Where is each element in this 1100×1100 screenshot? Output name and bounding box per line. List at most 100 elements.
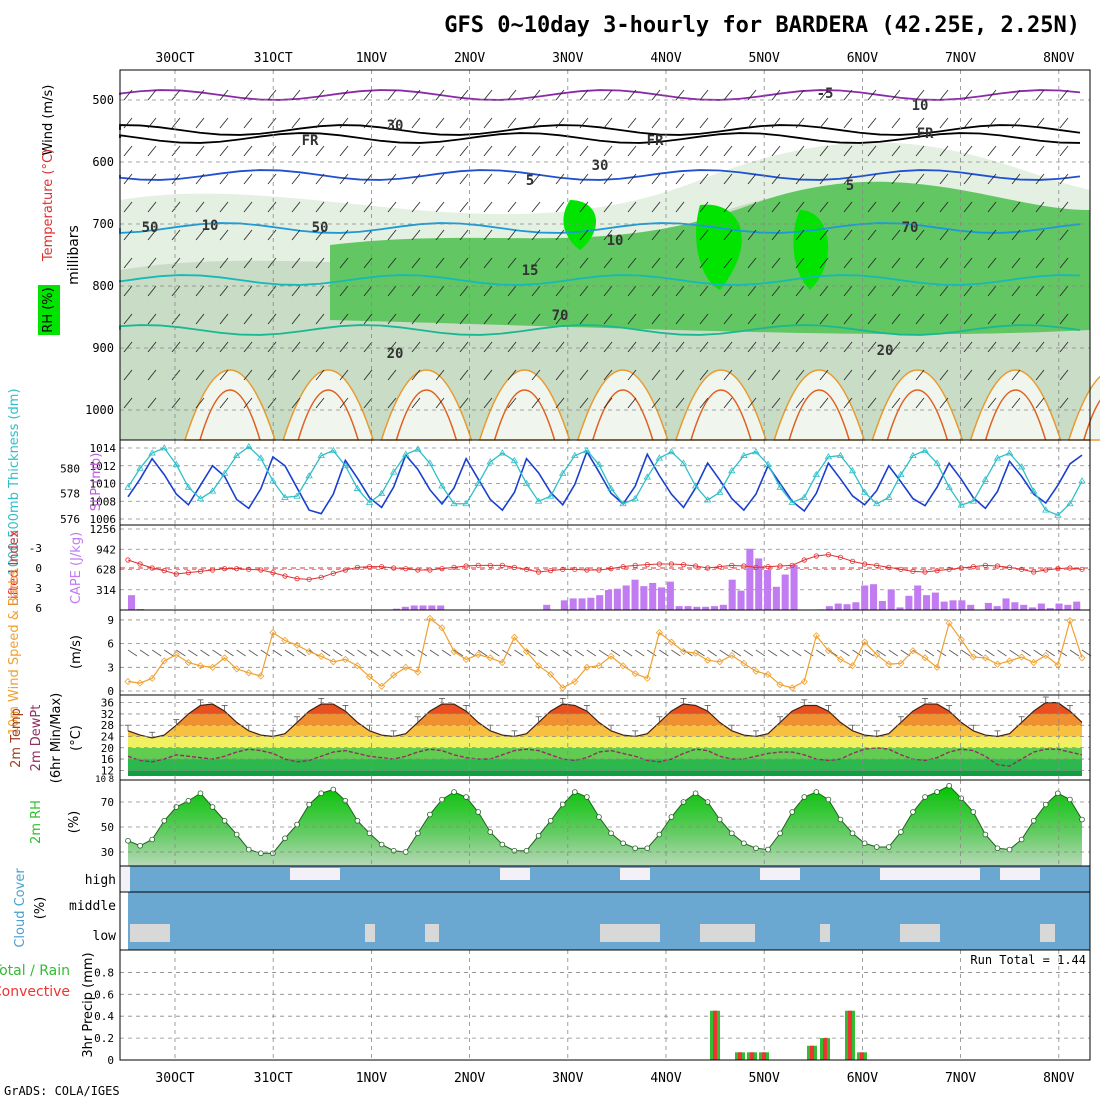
wind-barb	[267, 117, 277, 129]
wind-barb	[675, 285, 685, 297]
cape-bar	[596, 595, 604, 610]
thickness-point	[365, 498, 374, 505]
li-point	[632, 562, 638, 568]
li-point	[391, 565, 397, 571]
wind-barb	[296, 649, 307, 657]
cape-bar	[790, 564, 798, 610]
temp-tick: 28	[101, 719, 114, 732]
run-total-label: Run Total = 1.44	[970, 953, 1086, 967]
wind-barb	[147, 145, 157, 157]
wind-barb	[924, 649, 935, 657]
wind-barb	[622, 649, 633, 657]
wind-barb	[939, 397, 949, 409]
wind-speed-point	[1066, 617, 1074, 625]
wind-speed-point	[909, 647, 917, 655]
rh-axis-label: RH (%)	[41, 287, 56, 332]
cape-bar	[1002, 598, 1010, 610]
wind-barb	[603, 173, 613, 185]
thickness-point	[317, 451, 325, 459]
wind-barb	[195, 117, 205, 129]
thickness-tick: 580	[60, 462, 80, 475]
wind-barb	[243, 145, 253, 157]
rh2m-unit-label: (%)	[67, 811, 82, 834]
wind-barb	[939, 173, 949, 185]
wind-tick: 9	[107, 614, 114, 627]
wind-barb	[843, 369, 853, 381]
rh-point	[837, 816, 844, 823]
wind-barb	[531, 369, 541, 381]
cloud-layer-label: middle	[69, 899, 116, 914]
wind-barb	[1035, 285, 1045, 297]
wind-speed-point	[667, 638, 675, 646]
wind-barb	[771, 257, 781, 269]
li-point	[608, 566, 614, 572]
wind-barb	[363, 341, 373, 353]
wind-barb	[195, 145, 205, 157]
wind-barb	[127, 649, 138, 657]
wind-barb	[723, 145, 733, 157]
wind-barb	[267, 313, 277, 325]
bottom-date-label: 4NOV	[650, 1071, 681, 1086]
slp-tick: 1012	[90, 460, 117, 473]
thickness-point	[571, 451, 579, 459]
wind-barb	[284, 649, 295, 657]
cloud-axis-label: Cloud Cover	[13, 868, 28, 948]
li-point	[234, 566, 240, 572]
wind-speed-point	[365, 673, 374, 681]
wind-barb	[675, 173, 685, 185]
rh-point	[668, 814, 675, 820]
bottom-date-label: 6NOV	[847, 1071, 878, 1086]
wind-barb	[963, 341, 973, 353]
thickness-point	[438, 482, 446, 489]
wind-barb	[876, 649, 886, 657]
wind-barb	[315, 145, 325, 157]
wind-speed-point	[414, 668, 422, 676]
wind-barb	[598, 649, 609, 657]
wind-barb	[171, 397, 181, 409]
wind-barb	[867, 89, 877, 101]
dewpoint-axis-label: 2m DewPt	[29, 705, 44, 772]
wind-barb	[339, 201, 349, 213]
wind-barb	[627, 369, 637, 381]
low-cloud-gap	[130, 924, 170, 942]
wind-barb	[459, 173, 469, 185]
wind-barb	[651, 257, 661, 269]
wind-speed-point	[981, 654, 989, 662]
cape-bar	[543, 604, 551, 610]
rh-point	[330, 786, 337, 793]
wind-barb	[987, 173, 997, 185]
top-date-label: 5NOV	[749, 51, 780, 66]
wind-barb	[987, 257, 997, 269]
wind-barb	[915, 313, 925, 325]
wind-barb	[243, 117, 253, 129]
wind-speed-point	[921, 654, 929, 662]
wind-speed-point	[281, 636, 289, 645]
thickness-point	[885, 493, 893, 500]
cape-axis-label: CAPE (J/kg)	[69, 532, 84, 604]
wind-barb	[195, 341, 205, 353]
surface-heating-dome	[183, 369, 277, 441]
wind-barb	[171, 117, 181, 129]
wind-tick: 0	[107, 685, 114, 698]
wind-barb	[411, 89, 421, 101]
rh-point	[873, 844, 880, 850]
wind-barb	[579, 173, 589, 185]
wind-barb	[634, 649, 645, 657]
wind-speed-point	[861, 638, 869, 646]
li-point	[705, 565, 711, 571]
wind-barb	[267, 89, 277, 101]
freezing-contour	[119, 132, 1081, 144]
low-cloud-gap	[600, 924, 660, 942]
wind-barb	[1035, 313, 1045, 325]
thickness-point	[812, 470, 821, 478]
wind-barb	[1059, 397, 1069, 409]
rh-point	[1067, 796, 1073, 803]
wind-barb	[483, 201, 493, 213]
li-point	[1006, 564, 1013, 570]
dewpoint-line	[127, 747, 1083, 767]
cape-bar	[419, 605, 427, 610]
rh-point	[898, 829, 904, 835]
rh-point	[439, 796, 445, 803]
thickness-point	[945, 483, 953, 490]
